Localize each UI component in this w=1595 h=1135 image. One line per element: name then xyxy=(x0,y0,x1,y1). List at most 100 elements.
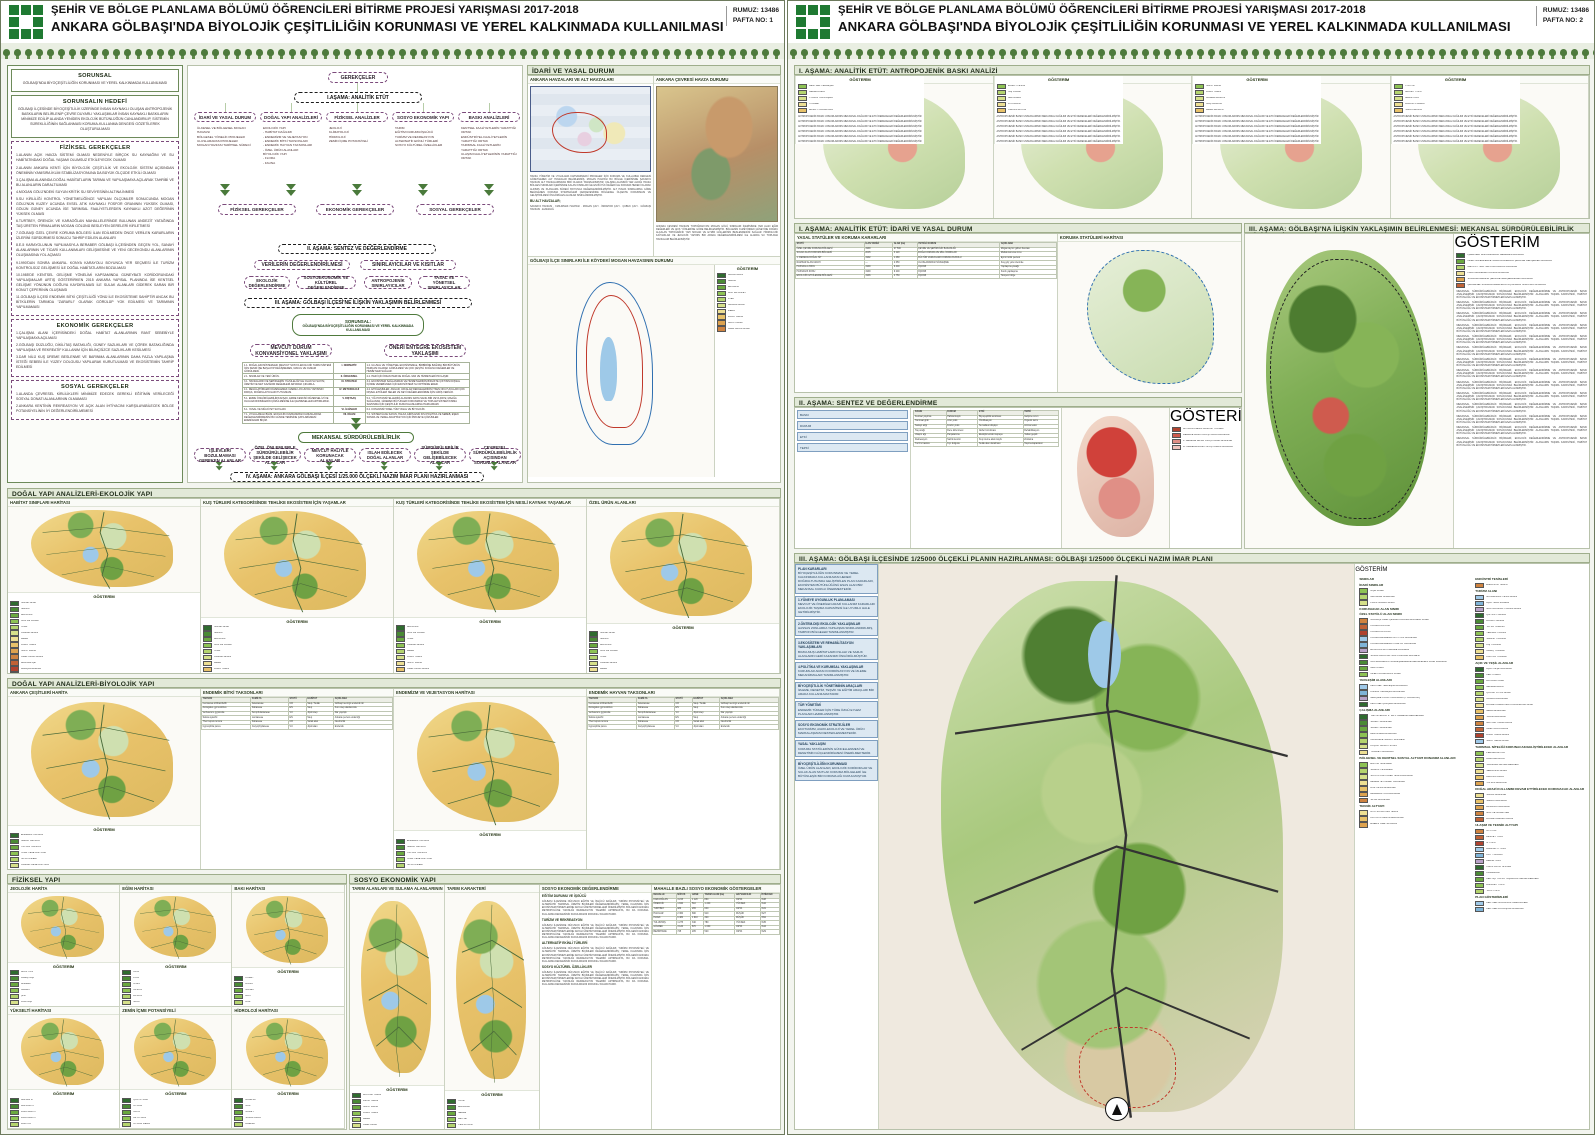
legend-row: SAZLIK xyxy=(589,637,777,643)
methodology-flowchart: GEREKÇELER I.AŞAMA: ANALİTİK ETÜT İDARİ … xyxy=(187,65,523,483)
legend-label: REKREASYON ALANLARI xyxy=(1370,793,1401,796)
flow-col-item-0-2: ULUSLARARASI PROJELER xyxy=(197,138,238,143)
tree-canopy-icon xyxy=(801,49,808,56)
tree-trunk xyxy=(1111,54,1114,59)
legend-swatch xyxy=(10,654,19,660)
legend-label: KÜLTÜR TURİZMİ xyxy=(1486,655,1507,658)
legend-label: 800-900 m xyxy=(21,1099,33,1102)
legend-label: HASSAS A ZONU xyxy=(1370,625,1391,628)
parcel-network-icon xyxy=(235,513,363,613)
legend-label: KENT PARKI xyxy=(1486,673,1501,676)
legend-swatch xyxy=(1475,630,1485,637)
plan-note-4: 4.POLİTİKA VE KURUMSAL YAKLAŞIMLAR KURUML… xyxy=(795,662,879,680)
legend-label: GÖLET xyxy=(245,1111,254,1114)
legend-golbasi-district: GÖSTERİM SULAK ALAN SAZLIK BATAKLIK GÖL VE … xyxy=(713,265,780,477)
baski-legend-0: GÖSTERİM KENTSEL YERLEŞİM GECEKONDU YOĞUN Y… xyxy=(795,76,925,145)
legend-row: SAZLIK xyxy=(10,606,198,612)
table-cell: BEZİRHANE xyxy=(651,929,677,935)
baski-legend-title-2: GÖSTERİM xyxy=(1246,77,1268,82)
tree-canopy-icon xyxy=(1384,49,1391,56)
legend-swatch xyxy=(1393,101,1403,107)
legend-swatch xyxy=(1475,852,1485,859)
legend-swatch xyxy=(203,643,212,649)
legend-row: HASSAS B ZONU xyxy=(1359,630,1469,636)
plan-legend-group-head-9: TURİZM ALANI xyxy=(1475,589,1498,594)
legend-row: ULUSLARARASI SÖZLEŞMELERLE BELİRLENEN SI… xyxy=(1359,660,1469,666)
biyolojik-map-0-map xyxy=(8,697,200,825)
tree-trunk xyxy=(137,54,140,59)
legend-row: MAHALLE SINIRLARI xyxy=(1359,594,1469,600)
legend-label: SULU TARIM xyxy=(407,662,422,665)
legend-row: YEM BİTKİSİ xyxy=(446,1123,537,1129)
legend-swatch xyxy=(996,89,1006,95)
legend-swatch xyxy=(1475,600,1485,607)
legend-label: SULU TARIM xyxy=(363,1106,378,1109)
legend-swatch xyxy=(396,857,405,863)
table-cell: Jipsli alan xyxy=(691,724,721,730)
comparison-cell-right: 7.2. SİSTEM ÜLKE SAYAN, HALKA GİRİŞ ESKİ… xyxy=(364,411,471,424)
legend-label: HAFİF RAYLI SİSTEM xyxy=(1486,865,1512,868)
legend-swatch xyxy=(1359,744,1369,750)
sosyal-title: SOSYAL GEREKÇELER xyxy=(61,383,129,390)
legend-label: KİREÇTAŞI xyxy=(21,977,35,980)
tree-trunk xyxy=(445,54,448,59)
tree-trunk xyxy=(1188,54,1191,59)
section-band-antropojenik: I. AŞAMA: ANALİTİK ETÜT: ANTROPOJENİK BA… xyxy=(794,65,1590,75)
tree-canopy-icon xyxy=(988,49,995,56)
tree-trunk xyxy=(803,54,806,59)
plan-note-1: 1.YÖNEYE UYGUNLUK PLANLAMASI MEVCUT VE ÖN… xyxy=(795,595,879,617)
legend-row: ALÜVYON xyxy=(10,970,117,976)
table-cell: 745 xyxy=(675,929,692,935)
legend-label: 6-12% xyxy=(133,983,141,986)
baski-note-1: ANTROPOJENİK BASKI UNSURLARININ MEKANSAL… xyxy=(996,119,1121,123)
map-golbasi-district xyxy=(528,265,714,477)
plan-legend-group-head-2: KORUNACAK ALAN SINIRI xyxy=(1359,606,1399,611)
legend-row: YERLEŞİM xyxy=(10,672,198,673)
baski-note-4: ANTROPOJENİK BASKI UNSURLARININ MEKANSAL… xyxy=(798,135,923,139)
tree-trunk xyxy=(1166,54,1169,59)
fiziksel-map-5-cell: HİDROLOJİ HARİTASI GÖSTERİM AKARSU GÖL GÖLET… xyxy=(232,1007,345,1129)
legend-swatch xyxy=(1475,804,1485,811)
plan-legend-group-head-1: İDARİ SINIRLAR xyxy=(1359,582,1384,587)
legend-label: ORMAN ALANI xyxy=(600,662,618,665)
tree-trunk xyxy=(192,54,195,59)
biyolojik-map-1-map xyxy=(394,697,586,831)
sorunsal-title: SORUNSAL xyxy=(78,73,112,79)
legend-row: GÖLET xyxy=(234,1110,341,1116)
fiziksel-map-5-map xyxy=(232,1015,344,1090)
tree-trunk xyxy=(335,54,338,59)
legend-label: YAYLA TURİZMİ xyxy=(1486,625,1505,628)
legend-swatch xyxy=(1475,810,1485,816)
plan-note-3: 3.EKOSİSTEM VE REHABİLİTASYON YAKLAŞIMLA… xyxy=(795,638,879,661)
legend-label: 0-2% xyxy=(133,971,140,974)
legend-swatch xyxy=(1475,876,1485,882)
sosyo-map-1-title: TARIM KARAKTERİ xyxy=(444,885,539,893)
legend-swatch xyxy=(1171,426,1181,432)
legend-label: KENTİÇİ TOPLU TAŞIMA AKTARMA MERKEZİ xyxy=(1486,877,1539,880)
legend-row: HASSAS-ENDEMİK BİYOTOP ALANLARI xyxy=(1359,636,1469,642)
legend-swatch xyxy=(1475,582,1485,589)
tree-trunk xyxy=(181,54,184,59)
flow-col-item-3-4: SOSYO KÜLTÜREL ÖZELLİKLER xyxy=(395,143,443,148)
fiziksel-item-2: 3.ÇALIŞMA ALANINDA DOĞAL HABİTATLARIN TA… xyxy=(16,177,174,187)
tree-trunk xyxy=(913,54,916,59)
legend-label: BASKI YOĞUNLUĞU xyxy=(809,108,834,111)
table-cell: 1996 xyxy=(863,273,894,280)
mekansal-note-11: MEKANSAL SÜRDÜRÜLEBİLİRLİK BİÇİMLERİ, EK… xyxy=(1456,414,1587,424)
mekansal-note-10: MEKANSAL SÜRDÜRÜLEBİLİRLİK BİÇİMLERİ, EK… xyxy=(1456,403,1587,413)
tree-canopy-icon xyxy=(834,49,841,56)
legend-swatch xyxy=(589,643,598,649)
table-row: TULUMTAŞ 1 275 340 780 YÜKSEK %35 xyxy=(651,920,780,926)
sorunsal-body: GÖLBAŞI'NDA BİYOÇEŞİTLİLİĞİN KORUNMASI V… xyxy=(22,81,168,85)
legend-row: GÖLBAŞI ÖZEL ÇEVRE KORUMA BÖLGESİ SINIRI xyxy=(1359,618,1469,624)
sosyo-note-text-2: GÖLBAŞI İLÇESİNDE NÜFUSUN EĞİTİM VE İŞGÜ… xyxy=(541,947,649,963)
ekonomik-item-2: 3.DAR NİLÜ KUŞ ÜREME BESLENME VE BARINMA… xyxy=(16,355,174,370)
legend-label: MERA xyxy=(727,309,735,312)
legend-label: DİNİ TESİS ALANLARI xyxy=(1370,787,1396,790)
tree-trunk xyxy=(1243,54,1246,59)
legend-row: ORMAN VEJETASYONU xyxy=(10,863,198,869)
tree-trunk xyxy=(511,54,514,59)
legend-row: SULU TARIM xyxy=(396,661,584,667)
biyolojik-map-1-legend: GÖSTERİM ENDEMİK TAKSON NADİR TAKSON YAYGIN… xyxy=(394,830,586,869)
tree-canopy-icon xyxy=(1362,49,1369,56)
